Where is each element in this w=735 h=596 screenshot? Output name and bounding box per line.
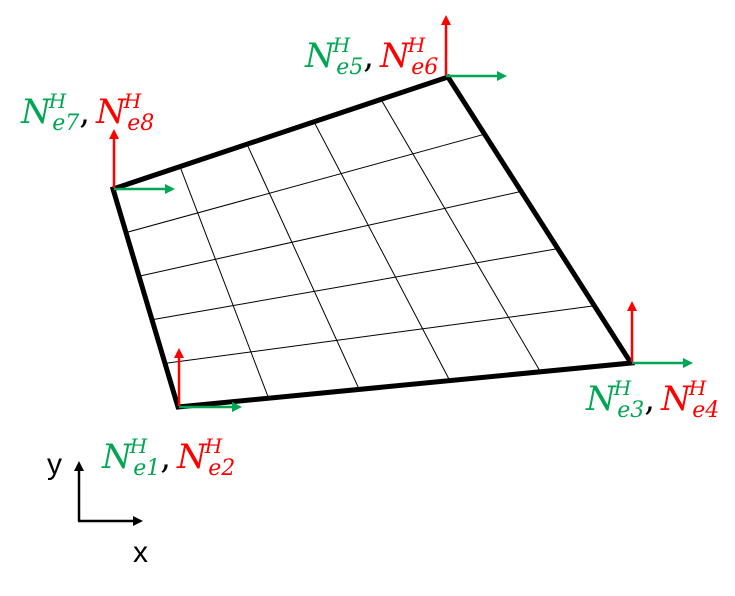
y-axis-label: y <box>47 448 62 481</box>
node-3-arrows <box>627 301 693 368</box>
node-1-red-sup: H <box>204 434 223 458</box>
mesh-line-v-2 <box>151 248 558 321</box>
node-3-sep: , <box>644 379 655 419</box>
node-1-red-sub: e2 <box>208 456 235 481</box>
mesh-line-u-3 <box>313 121 451 381</box>
node-1-green-sup: H <box>129 434 148 458</box>
node-1-green-sub: e1 <box>133 456 160 481</box>
node-1-arrows <box>174 348 242 412</box>
x-axis-label: x <box>133 536 148 569</box>
node-5-arrows <box>441 15 507 81</box>
mesh-line-u-4 <box>380 99 541 373</box>
node-1-sep: , <box>160 437 171 477</box>
node-5-red-base: N <box>379 36 411 76</box>
mesh-line-v-3 <box>138 190 522 277</box>
element-boundary <box>109 74 636 410</box>
node-7-arrows <box>109 129 175 194</box>
node-3-green-base: N <box>585 379 617 419</box>
node-5-green-base: N <box>304 36 336 76</box>
node-3-red-sub: e4 <box>692 398 719 423</box>
node-7-green-sup: H <box>48 89 67 113</box>
mesh-line-u-2 <box>246 143 360 390</box>
mesh-line-u-1 <box>179 166 270 399</box>
node-7-green-base: N <box>20 92 52 132</box>
node-7-sep: , <box>79 92 90 132</box>
node-7-red-sup: H <box>123 89 142 113</box>
mesh-line-v-4 <box>125 133 485 234</box>
node-3-red-base: N <box>660 379 692 419</box>
node-1-green-base: N <box>101 437 133 477</box>
node-5-label: NH e5, NH e6 <box>304 33 438 80</box>
node-7-red-base: N <box>95 92 127 132</box>
node-3-green-sup: H <box>613 376 632 400</box>
node-5-sep: , <box>363 36 374 76</box>
node-3-label: NH e3, NH e4 <box>585 376 719 423</box>
node-5-red-sub: e6 <box>411 55 438 80</box>
node-7-green-sub: e7 <box>52 111 79 136</box>
node-5-green-sub: e5 <box>336 55 363 80</box>
node-5-red-sup: H <box>407 33 426 57</box>
coordinate-axes: y x <box>47 448 148 569</box>
node-1-label: NH e1, NH e2 <box>101 434 235 481</box>
node-1-red-base: N <box>176 437 208 477</box>
node-7-red-sub: e8 <box>127 111 154 136</box>
node-3-red-sup: H <box>688 376 707 400</box>
node-3-green-sub: e3 <box>617 398 644 423</box>
mesh-line-v-1 <box>164 305 595 364</box>
node-7-label: NH e7, NH e8 <box>20 89 154 136</box>
mesh-grid <box>125 99 595 399</box>
node-5-green-sup: H <box>332 33 351 57</box>
